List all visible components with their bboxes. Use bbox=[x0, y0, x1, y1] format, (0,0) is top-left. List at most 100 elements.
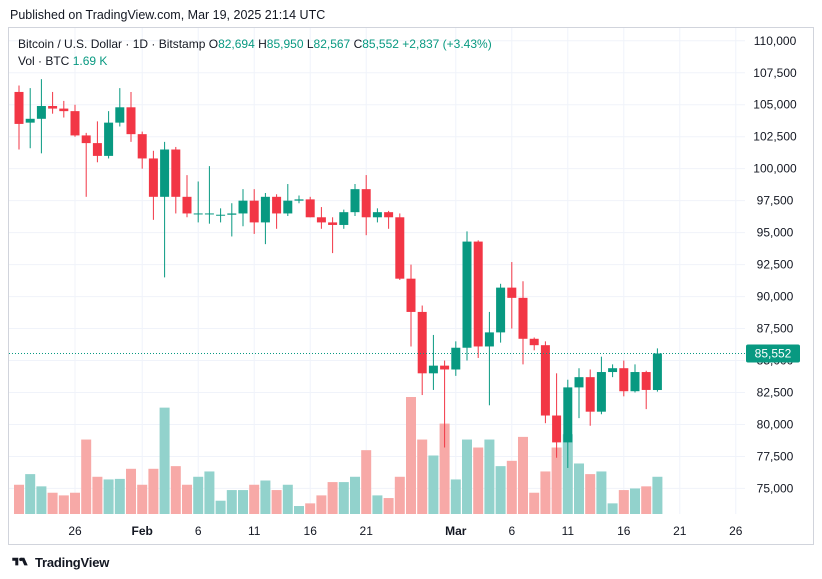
candle-body bbox=[339, 212, 349, 225]
price-axis[interactable]: 75,00077,50080,00082,50085,00087,50090,0… bbox=[746, 34, 800, 496]
price-tick-label: 80,000 bbox=[757, 417, 794, 431]
candle-body bbox=[596, 372, 606, 412]
candle-body bbox=[328, 222, 338, 225]
candle-body bbox=[417, 311, 427, 374]
volume-bar bbox=[607, 503, 618, 514]
candle-body bbox=[160, 149, 170, 197]
candle-body bbox=[148, 158, 158, 197]
price-tick-label: 82,500 bbox=[757, 386, 794, 400]
price-tick-label: 90,000 bbox=[757, 290, 794, 304]
open-label: O bbox=[208, 37, 219, 51]
candle-body bbox=[395, 217, 405, 279]
price-tick-label: 87,500 bbox=[757, 322, 794, 336]
candle-body bbox=[305, 199, 315, 218]
candle-body bbox=[36, 106, 46, 119]
close-label: C bbox=[353, 37, 363, 51]
volume-bar bbox=[238, 490, 248, 514]
candle-body bbox=[641, 372, 651, 390]
volume-bar bbox=[383, 498, 394, 514]
volume-bar bbox=[182, 484, 192, 514]
candle-body bbox=[238, 200, 248, 214]
high-label: H bbox=[258, 37, 267, 51]
volume-bar bbox=[596, 471, 607, 514]
volume-bar bbox=[204, 471, 215, 514]
candle-body bbox=[316, 217, 326, 223]
time-tick-label: 21 bbox=[360, 524, 374, 538]
candle-body bbox=[652, 353, 662, 391]
candle-body bbox=[372, 212, 382, 218]
volume-bar bbox=[618, 490, 629, 514]
candle-body bbox=[529, 338, 539, 346]
volume-bar bbox=[574, 463, 584, 514]
time-tick-label: Feb bbox=[132, 524, 153, 538]
candle-body bbox=[496, 287, 506, 333]
volume-bar bbox=[394, 476, 405, 514]
volume-bar bbox=[484, 439, 495, 514]
volume-value: 1.69 K bbox=[72, 54, 108, 68]
candle-body bbox=[507, 287, 517, 298]
candle-body bbox=[249, 200, 259, 223]
volume-bar bbox=[338, 482, 349, 514]
volume-bar bbox=[406, 397, 416, 514]
candle-body bbox=[473, 241, 483, 347]
candle-body bbox=[137, 134, 147, 159]
volume-bar bbox=[529, 492, 540, 514]
price-tick-label: 92,500 bbox=[757, 258, 794, 272]
time-tick-label: 11 bbox=[562, 524, 575, 538]
volume-bar bbox=[92, 476, 103, 514]
time-axis[interactable]: 26 Feb 6 11 16 21 Mar 6 11 16 21 26 bbox=[68, 524, 742, 538]
candle-body bbox=[518, 297, 528, 339]
candle-body bbox=[104, 122, 114, 156]
volume-bar bbox=[58, 495, 69, 514]
candle-body bbox=[81, 135, 91, 144]
high-value: 85,950 bbox=[266, 37, 304, 51]
volume-bar bbox=[652, 476, 663, 514]
footer-brand[interactable]: TradingView bbox=[10, 553, 109, 571]
candle-body bbox=[563, 387, 573, 443]
volume-bar bbox=[25, 474, 36, 514]
volume-bar bbox=[428, 455, 439, 514]
price-tick-label: 75,000 bbox=[757, 481, 794, 495]
volume-bar bbox=[462, 439, 472, 514]
symbol-title[interactable]: Bitcoin / U.S. Dollar · 1D · Bitstamp bbox=[18, 37, 206, 51]
candle-body bbox=[484, 332, 494, 347]
published-caption: Published on TradingView.com, Mar 19, 20… bbox=[10, 8, 326, 22]
candle-body bbox=[216, 214, 226, 216]
candle-body bbox=[182, 196, 192, 214]
volume-bar bbox=[361, 450, 372, 514]
chart-legend: Bitcoin / U.S. Dollar · 1D · Bitstamp O8… bbox=[18, 36, 492, 70]
price-tick-label: 107,500 bbox=[753, 66, 797, 80]
volume-label[interactable]: Vol · BTC bbox=[18, 54, 70, 68]
volume-bar bbox=[137, 484, 148, 514]
volume-bar bbox=[551, 447, 562, 514]
last-price-label: 85,552 bbox=[755, 346, 792, 360]
volume-bar bbox=[641, 486, 652, 514]
price-tick-label: 77,500 bbox=[757, 449, 794, 463]
price-tick-label: 97,500 bbox=[757, 194, 794, 208]
volume-bar bbox=[114, 478, 125, 514]
volume-bar bbox=[14, 484, 24, 514]
time-tick-label: 16 bbox=[617, 524, 631, 538]
candle-body bbox=[440, 365, 450, 370]
volume-bar bbox=[282, 484, 293, 514]
price-tick-label: 110,000 bbox=[754, 34, 797, 48]
candle-body bbox=[204, 213, 214, 215]
time-tick-label: 6 bbox=[508, 524, 515, 538]
change-value: +2,837 (+3.43%) bbox=[402, 37, 492, 51]
time-tick-label: 11 bbox=[248, 524, 261, 538]
candle-body bbox=[574, 377, 584, 388]
time-tick-label: 26 bbox=[68, 524, 82, 538]
volume-bar bbox=[350, 476, 360, 514]
candle-body bbox=[59, 108, 69, 112]
volume-bar bbox=[193, 476, 204, 514]
candle-body bbox=[384, 212, 394, 218]
candle-body bbox=[92, 143, 102, 156]
candle-body bbox=[260, 196, 270, 223]
volume-bar bbox=[294, 506, 304, 514]
open-value: 82,694 bbox=[218, 37, 255, 51]
volume-bar bbox=[159, 407, 170, 514]
close-value: 85,552 bbox=[362, 37, 399, 51]
price-tick-label: 102,500 bbox=[753, 130, 797, 144]
volume-bar bbox=[249, 484, 260, 514]
